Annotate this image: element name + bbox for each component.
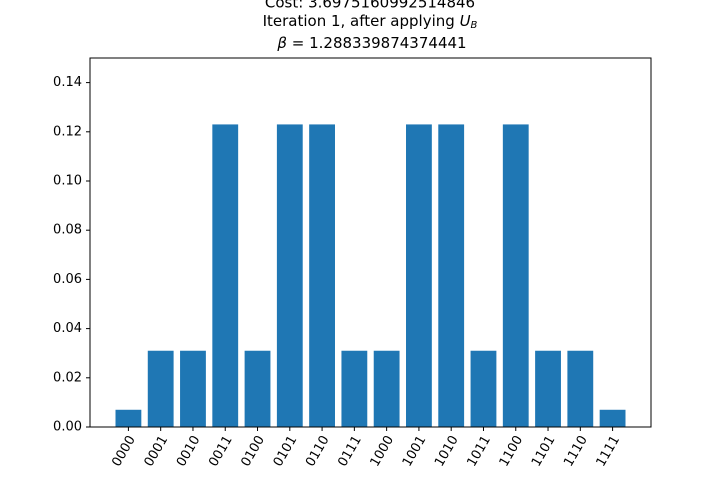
x-tick-label: 1010 bbox=[432, 433, 462, 469]
x-tick-label: 1011 bbox=[464, 433, 494, 469]
y-tick-label: 0.12 bbox=[53, 124, 82, 139]
x-tick-label: 0100 bbox=[238, 433, 268, 469]
bar bbox=[147, 350, 174, 427]
bar bbox=[276, 124, 303, 428]
x-tick-label: 1100 bbox=[497, 433, 527, 469]
y-tick-label: 0.14 bbox=[53, 75, 82, 90]
bar bbox=[341, 350, 368, 427]
title-beta: β = 1.288339874374441 bbox=[276, 34, 466, 52]
bar bbox=[244, 350, 271, 427]
y-tick-label: 0.00 bbox=[53, 420, 82, 435]
title-cost: Cost: 3.6975160992514846 bbox=[265, 0, 475, 12]
bar bbox=[180, 350, 206, 427]
bar bbox=[406, 124, 432, 428]
bar bbox=[535, 350, 561, 427]
x-tick-label: 0010 bbox=[174, 433, 204, 469]
x-tick-label: 0110 bbox=[303, 433, 333, 469]
title-symbol: U bbox=[460, 12, 471, 30]
y-tick-label: 0.04 bbox=[53, 321, 82, 336]
x-tick-label: 1000 bbox=[368, 433, 398, 469]
y-tick-label: 0.06 bbox=[53, 272, 82, 287]
y-tick-label: 0.02 bbox=[53, 370, 82, 385]
y-tick-label: 0.10 bbox=[53, 174, 82, 189]
title-iteration-text: Iteration 1, after applying bbox=[263, 12, 460, 30]
bar bbox=[115, 409, 142, 427]
y-tick-label: 0.08 bbox=[53, 223, 82, 238]
bar bbox=[309, 124, 335, 428]
bar bbox=[567, 350, 594, 427]
x-tick-label: 1110 bbox=[561, 433, 591, 469]
plot-frame bbox=[89, 57, 652, 428]
bar bbox=[212, 124, 239, 428]
x-tick-label: 0000 bbox=[109, 433, 139, 469]
beta-value: = 1.288339874374441 bbox=[287, 34, 467, 52]
bar bbox=[502, 124, 529, 428]
x-tick-label: 0001 bbox=[142, 433, 172, 469]
x-tick-label: 0111 bbox=[335, 433, 365, 469]
x-tick-label: 1001 bbox=[400, 433, 430, 469]
title-subscript: B bbox=[471, 20, 478, 31]
title-iteration: Iteration 1, after applying UB bbox=[263, 12, 478, 32]
x-tick-label: 0101 bbox=[271, 433, 301, 469]
beta-symbol: β bbox=[276, 34, 287, 52]
x-tick-label: 0011 bbox=[206, 433, 236, 469]
bar bbox=[373, 350, 400, 427]
x-tick-label: 1101 bbox=[529, 433, 559, 469]
bar bbox=[438, 124, 465, 428]
bar bbox=[599, 409, 626, 427]
bar bbox=[470, 350, 497, 427]
x-tick-label: 1111 bbox=[594, 433, 624, 469]
